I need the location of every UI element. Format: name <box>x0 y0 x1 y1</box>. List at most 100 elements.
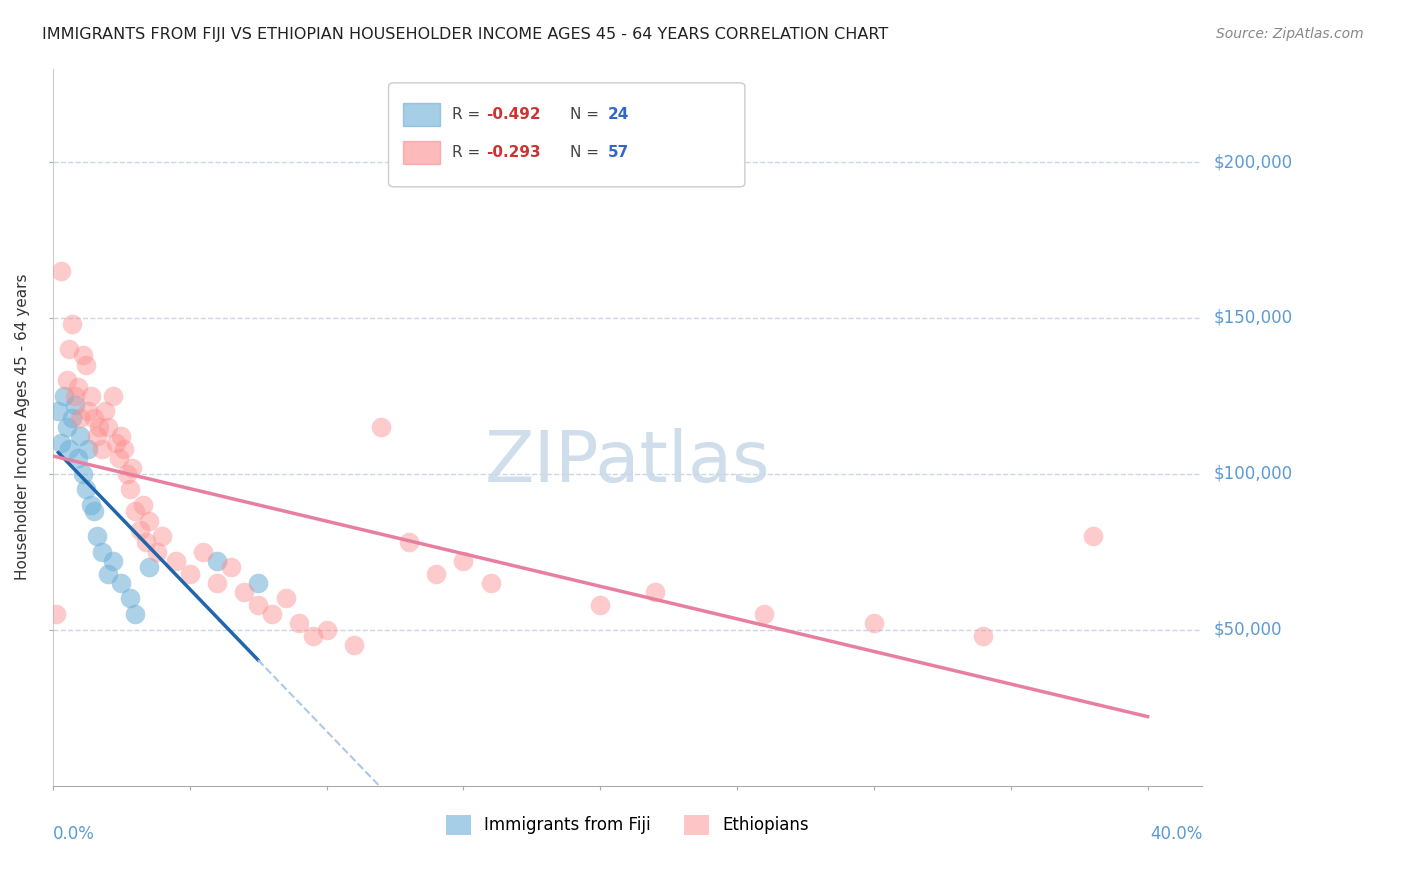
Text: -0.492: -0.492 <box>486 107 541 122</box>
FancyBboxPatch shape <box>388 83 745 186</box>
Point <box>83 410 105 425</box>
Legend: Immigrants from Fiji, Ethiopians: Immigrants from Fiji, Ethiopians <box>439 808 815 842</box>
Point <box>49 435 72 450</box>
Point <box>52 389 75 403</box>
Point <box>58 342 80 356</box>
Point <box>644 585 666 599</box>
Point <box>179 566 201 581</box>
Point <box>110 429 132 443</box>
Point <box>77 404 100 418</box>
Point <box>77 442 100 456</box>
Text: $200,000: $200,000 <box>1213 153 1292 171</box>
Point <box>58 442 80 456</box>
Text: $150,000: $150,000 <box>1213 309 1292 327</box>
Point <box>86 429 108 443</box>
Point <box>69 410 91 425</box>
Point <box>315 623 337 637</box>
Text: 57: 57 <box>607 145 630 160</box>
Text: 40.0%: 40.0% <box>1150 825 1202 843</box>
Point <box>863 616 886 631</box>
Point <box>97 420 120 434</box>
Point <box>94 404 117 418</box>
Text: 0.0%: 0.0% <box>53 825 94 843</box>
Point <box>138 560 160 574</box>
Point <box>479 575 502 590</box>
Point <box>49 264 72 278</box>
Point <box>193 545 215 559</box>
Point <box>118 591 141 606</box>
Point <box>205 575 228 590</box>
Text: R =: R = <box>451 107 485 122</box>
Point <box>288 616 311 631</box>
Text: N =: N = <box>571 145 605 160</box>
Point <box>972 629 994 643</box>
Point <box>72 348 94 362</box>
Point <box>66 379 89 393</box>
Point <box>124 504 146 518</box>
Point <box>124 607 146 621</box>
Text: N =: N = <box>571 107 605 122</box>
Point <box>453 554 475 568</box>
Point <box>83 504 105 518</box>
Bar <box>404 103 440 126</box>
Point <box>48 404 70 418</box>
Point <box>205 554 228 568</box>
Point <box>91 442 114 456</box>
Point <box>60 317 83 331</box>
Point <box>343 638 366 652</box>
Point <box>80 389 103 403</box>
Point <box>589 598 612 612</box>
Point <box>63 389 86 403</box>
Point <box>69 429 91 443</box>
Point <box>146 545 169 559</box>
Text: R =: R = <box>451 145 485 160</box>
Point <box>1081 529 1104 543</box>
Point <box>55 420 77 434</box>
Text: -0.293: -0.293 <box>486 145 541 160</box>
Text: ZIPatlas: ZIPatlas <box>485 428 770 498</box>
Point <box>101 554 124 568</box>
Point <box>129 523 152 537</box>
Point <box>75 358 97 372</box>
Point <box>110 575 132 590</box>
Point <box>107 451 129 466</box>
Point <box>165 554 187 568</box>
Point <box>754 607 776 621</box>
Point <box>63 398 86 412</box>
Point <box>150 529 173 543</box>
Point <box>115 467 138 481</box>
Point <box>425 566 447 581</box>
Text: Source: ZipAtlas.com: Source: ZipAtlas.com <box>1216 27 1364 41</box>
Point <box>66 451 89 466</box>
Text: IMMIGRANTS FROM FIJI VS ETHIOPIAN HOUSEHOLDER INCOME AGES 45 - 64 YEARS CORRELAT: IMMIGRANTS FROM FIJI VS ETHIOPIAN HOUSEH… <box>42 27 889 42</box>
Text: 24: 24 <box>607 107 630 122</box>
Point <box>247 575 270 590</box>
Point <box>101 389 124 403</box>
Point <box>233 585 256 599</box>
Point <box>75 483 97 497</box>
Point <box>260 607 283 621</box>
Text: $50,000: $50,000 <box>1213 621 1282 639</box>
Point <box>72 467 94 481</box>
Text: $100,000: $100,000 <box>1213 465 1292 483</box>
Point <box>138 514 160 528</box>
Bar <box>404 141 440 164</box>
Point <box>45 607 67 621</box>
Point <box>104 435 127 450</box>
Point <box>132 498 155 512</box>
Point <box>80 498 103 512</box>
Point <box>55 373 77 387</box>
Point <box>97 566 120 581</box>
Point <box>121 460 143 475</box>
Y-axis label: Householder Income Ages 45 - 64 years: Householder Income Ages 45 - 64 years <box>15 274 30 581</box>
Point <box>118 483 141 497</box>
Point <box>91 545 114 559</box>
Point <box>274 591 297 606</box>
Point <box>247 598 270 612</box>
Point <box>89 420 111 434</box>
Point <box>398 535 420 549</box>
Point <box>60 410 83 425</box>
Point <box>135 535 157 549</box>
Point <box>112 442 135 456</box>
Point <box>219 560 242 574</box>
